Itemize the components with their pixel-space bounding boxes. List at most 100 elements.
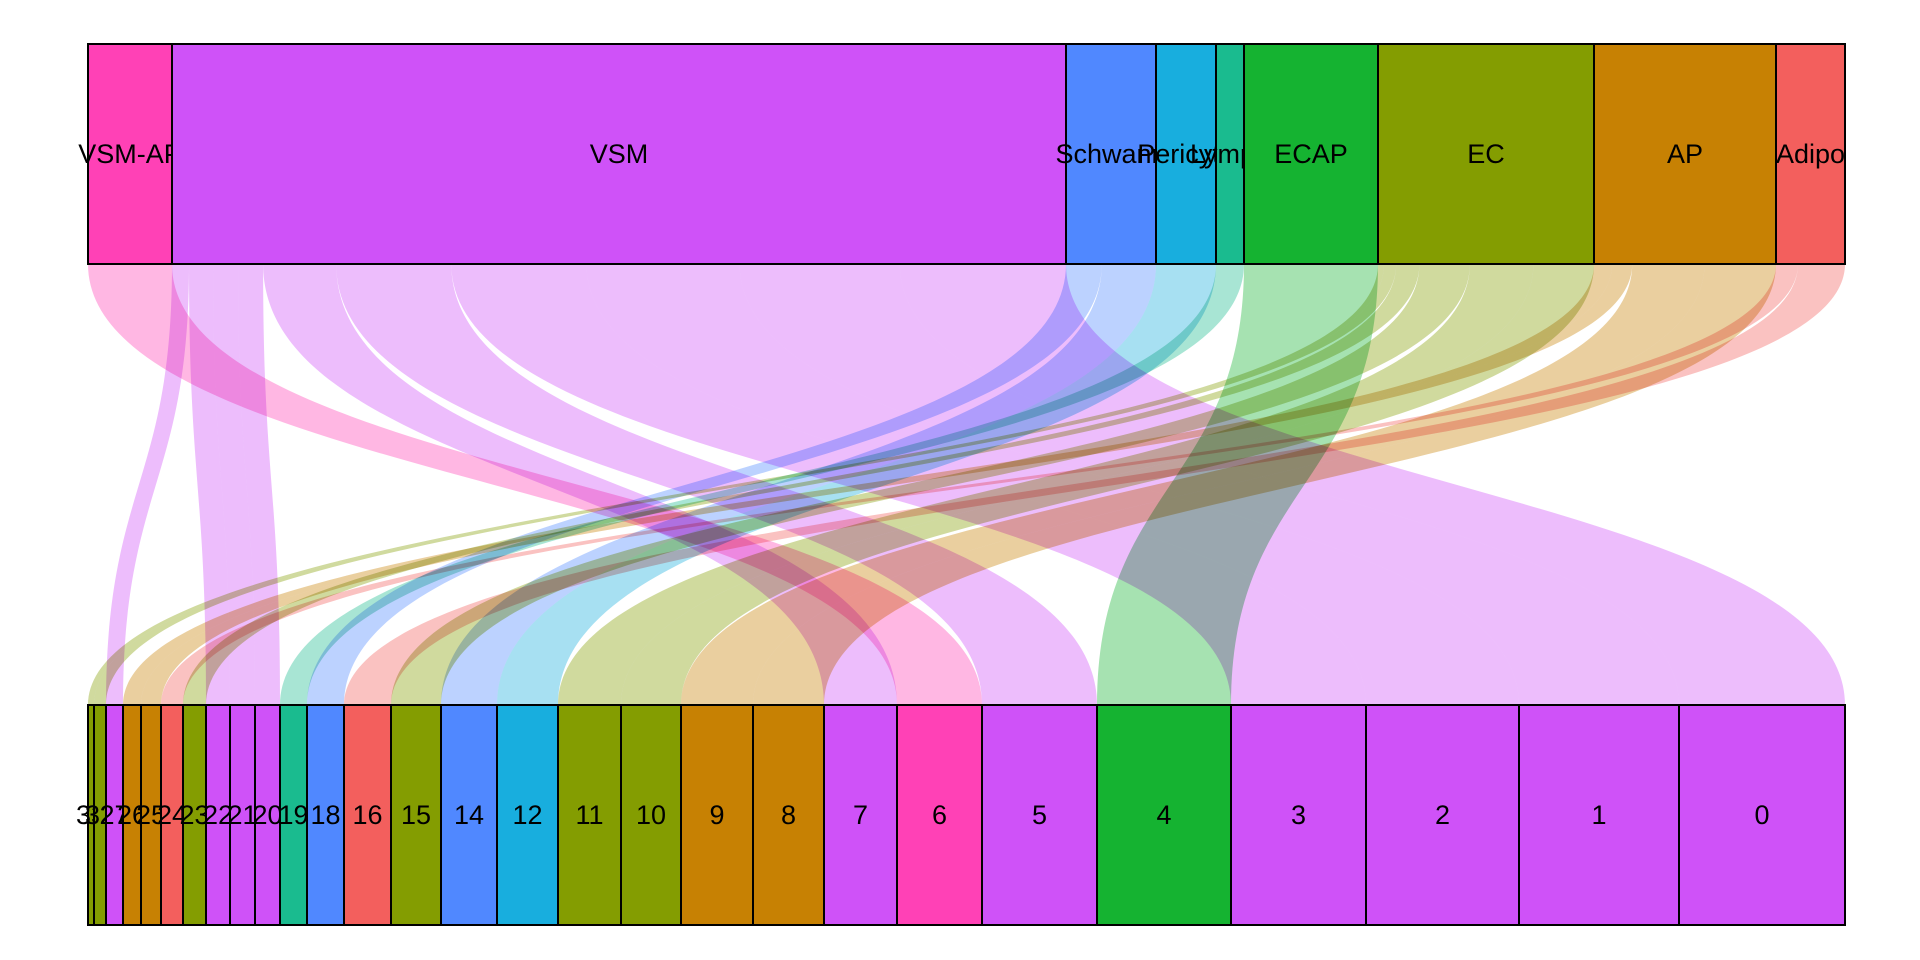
top-node-label-vsm: VSM bbox=[590, 139, 649, 169]
bottom-node-box-7 bbox=[823, 704, 898, 926]
bottom-node-label-12: 12 bbox=[512, 800, 542, 830]
bottom-node-label-8: 8 bbox=[781, 800, 796, 830]
bottom-node-box-11 bbox=[557, 704, 622, 926]
top-node-vsm: VSM bbox=[171, 43, 1067, 265]
flow-ap-to-25 bbox=[141, 264, 1633, 705]
top-node-vsm-ap: VSM-AP bbox=[78, 43, 182, 265]
bottom-node-box-8 bbox=[752, 704, 825, 926]
top-node-label-ecap: ECAP bbox=[1274, 139, 1348, 169]
bottom-node-box-1 bbox=[1518, 704, 1680, 926]
flow-lymph-to-19 bbox=[280, 264, 1244, 705]
bottom-node-11: 11 bbox=[557, 704, 622, 926]
bottom-node-1: 1 bbox=[1518, 704, 1680, 926]
bottom-node-26: 26 bbox=[117, 704, 147, 926]
bottom-node-label-7: 7 bbox=[853, 800, 868, 830]
flow-vsm-ap-to-6 bbox=[88, 264, 982, 705]
bottom-node-box-2 bbox=[1365, 704, 1520, 926]
top-node-schwann: Schwann bbox=[1055, 43, 1167, 265]
top-node-box-ec bbox=[1377, 43, 1595, 265]
flow-ec-to-32 bbox=[94, 264, 1397, 705]
bottom-node-15: 15 bbox=[390, 704, 442, 926]
bottom-node-8: 8 bbox=[752, 704, 825, 926]
bottom-node-0: 0 bbox=[1678, 704, 1846, 926]
bottom-node-label-20: 20 bbox=[252, 800, 282, 830]
bottom-node-7: 7 bbox=[823, 704, 898, 926]
flow-ap-to-26 bbox=[123, 264, 1613, 705]
bottom-node-label-22: 22 bbox=[203, 800, 233, 830]
top-node-box-lymph bbox=[1215, 43, 1245, 265]
bottom-node-4: 4 bbox=[1096, 704, 1232, 926]
bottom-node-box-18 bbox=[306, 704, 345, 926]
flow-ec-to-15 bbox=[391, 264, 1470, 705]
bottom-node-label-21: 21 bbox=[227, 800, 257, 830]
top-node-box-adipo bbox=[1775, 43, 1846, 265]
bottom-node-box-4 bbox=[1096, 704, 1232, 926]
bottom-node-23: 23 bbox=[179, 704, 210, 926]
bottom-node-label-5: 5 bbox=[1032, 800, 1047, 830]
flow-ec-to-11 bbox=[558, 264, 1534, 705]
bottom-node-16: 16 bbox=[343, 704, 392, 926]
flow-schwann-to-18 bbox=[307, 264, 1102, 705]
bottom-node-5: 5 bbox=[981, 704, 1098, 926]
flows-layer bbox=[88, 264, 1845, 705]
bottom-node-3: 3 bbox=[1230, 704, 1367, 926]
bottom-node-6: 6 bbox=[896, 704, 983, 926]
flow-vsm-to-20 bbox=[238, 264, 280, 705]
bottom-node-box-12 bbox=[496, 704, 559, 926]
bottom-node-label-6: 6 bbox=[932, 800, 947, 830]
bottom-node-label-9: 9 bbox=[709, 800, 724, 830]
flow-vsm-to-21 bbox=[213, 264, 255, 705]
bottom-node-label-4: 4 bbox=[1156, 800, 1171, 830]
bottom-node-box-0 bbox=[1678, 704, 1846, 926]
top-node-box-pericyte bbox=[1155, 43, 1217, 265]
bottom-node-21: 21 bbox=[227, 704, 258, 926]
top-node-label-ap: AP bbox=[1667, 139, 1703, 169]
top-node-ec: EC bbox=[1377, 43, 1595, 265]
bottom-node-12: 12 bbox=[496, 704, 559, 926]
bottom-node-14: 14 bbox=[440, 704, 498, 926]
flow-vsm-to-22 bbox=[189, 264, 230, 705]
top-node-box-ap bbox=[1593, 43, 1777, 265]
bottom-node-box-19 bbox=[279, 704, 308, 926]
bottom-node-label-23: 23 bbox=[179, 800, 209, 830]
flow-vsm-to-27 bbox=[106, 264, 190, 705]
bottom-node-box-21 bbox=[229, 704, 256, 926]
top-node-adipo: Adipo bbox=[1775, 43, 1846, 265]
flow-ec-to-33 bbox=[88, 264, 1385, 705]
bottom-node-label-11: 11 bbox=[575, 800, 603, 830]
flow-ap-to-9 bbox=[681, 264, 1705, 705]
bottom-node-label-15: 15 bbox=[401, 800, 431, 830]
flow-adipo-to-24 bbox=[161, 264, 1798, 705]
top-node-label-vsm-ap: VSM-AP bbox=[78, 139, 182, 169]
flow-vsm-to-7 bbox=[263, 264, 897, 705]
top-node-label-schwann: Schwann bbox=[1055, 139, 1166, 169]
bottom-node-label-16: 16 bbox=[352, 800, 382, 830]
bottom-node-label-10: 10 bbox=[636, 800, 666, 830]
bottom-node-10: 10 bbox=[620, 704, 682, 926]
bottom-node-label-14: 14 bbox=[454, 800, 484, 830]
bottom-node-box-3 bbox=[1230, 704, 1367, 926]
top-node-label-adipo: Adipo bbox=[1776, 139, 1845, 169]
top-node-ap: AP bbox=[1593, 43, 1777, 265]
bottom-node-9: 9 bbox=[680, 704, 754, 926]
bottom-node-2: 2 bbox=[1365, 704, 1520, 926]
top-node-box-ecap bbox=[1243, 43, 1379, 265]
top-node-box-vsm bbox=[171, 43, 1067, 265]
bottom-node-label-2: 2 bbox=[1435, 800, 1450, 830]
bottom-node-19: 19 bbox=[278, 704, 309, 926]
top-node-label-ec: EC bbox=[1467, 139, 1505, 169]
flow-pericyte-to-12 bbox=[497, 264, 1216, 705]
bottom-node-label-1: 1 bbox=[1591, 800, 1606, 830]
bottom-node-22: 22 bbox=[203, 704, 233, 926]
flow-ap-to-8 bbox=[753, 264, 1776, 705]
bottom-node-box-22 bbox=[205, 704, 231, 926]
flow-ec-to-23 bbox=[183, 264, 1420, 705]
bottom-node-20: 20 bbox=[252, 704, 283, 926]
bottom-node-box-9 bbox=[680, 704, 754, 926]
top-node-box-schwann bbox=[1065, 43, 1157, 265]
bottom-node-box-10 bbox=[620, 704, 682, 926]
bottom-node-box-6 bbox=[896, 704, 983, 926]
